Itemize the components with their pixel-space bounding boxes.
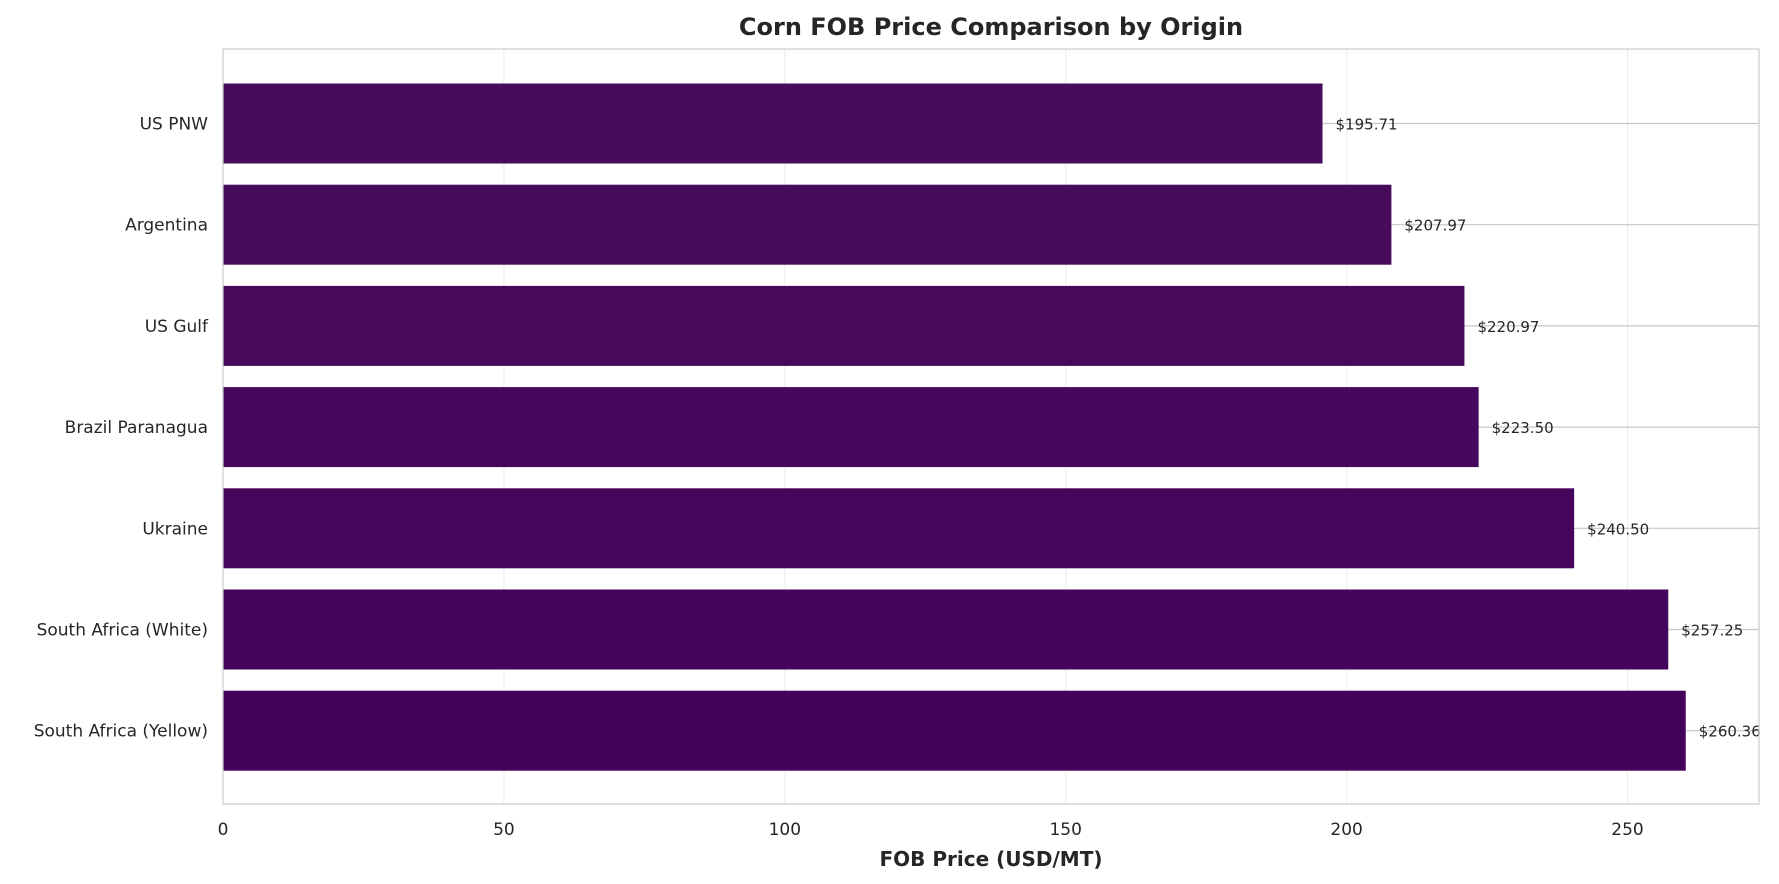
x-tick-label: 100 <box>769 820 801 840</box>
chart-title: Corn FOB Price Comparison by Origin <box>739 13 1243 41</box>
y-tick-labels: US PNW Argentina US Gulf Brazil Paranagua Uk… <box>34 115 209 742</box>
y-tick-label: Brazil Paranagua <box>65 418 208 438</box>
data-label: $260.36 <box>1699 723 1761 741</box>
data-label: $257.25 <box>1681 622 1743 640</box>
data-label: $195.71 <box>1336 116 1398 134</box>
bar <box>223 690 1686 771</box>
x-tick-label: 150 <box>1049 820 1081 840</box>
y-tick-label: South Africa (White) <box>37 621 208 641</box>
y-tick-label: Argentina <box>125 216 208 236</box>
bar <box>223 83 1323 164</box>
x-tick-label: 0 <box>218 820 229 840</box>
data-label: $220.97 <box>1477 318 1539 336</box>
x-tick-label: 200 <box>1330 820 1362 840</box>
bar <box>223 488 1575 569</box>
plot-frame <box>222 48 1760 805</box>
x-axis-title: FOB Price (USD/MT) <box>879 847 1102 871</box>
bar <box>223 589 1669 670</box>
bar <box>223 387 1479 468</box>
y-tick-label: Ukraine <box>142 519 208 539</box>
x-tick-label: 50 <box>493 820 515 840</box>
bars <box>223 83 1686 771</box>
y-tick-label: US PNW <box>140 115 209 135</box>
data-label: $223.50 <box>1492 419 1554 437</box>
x-tick-labels: 0 50 100 150 200 250 <box>218 820 1644 840</box>
value-leader-lines <box>1322 122 1759 732</box>
x-tick-label: 250 <box>1611 820 1643 840</box>
data-label: $207.97 <box>1404 217 1466 235</box>
y-tick-label: South Africa (Yellow) <box>34 722 208 742</box>
data-label: $240.50 <box>1587 520 1649 538</box>
data-labels: $195.71 $207.97 $220.97 $223.50 $240.50 $257.… <box>1336 116 1761 741</box>
bar <box>223 184 1392 265</box>
bar <box>223 285 1465 366</box>
y-tick-label: US Gulf <box>145 317 209 337</box>
